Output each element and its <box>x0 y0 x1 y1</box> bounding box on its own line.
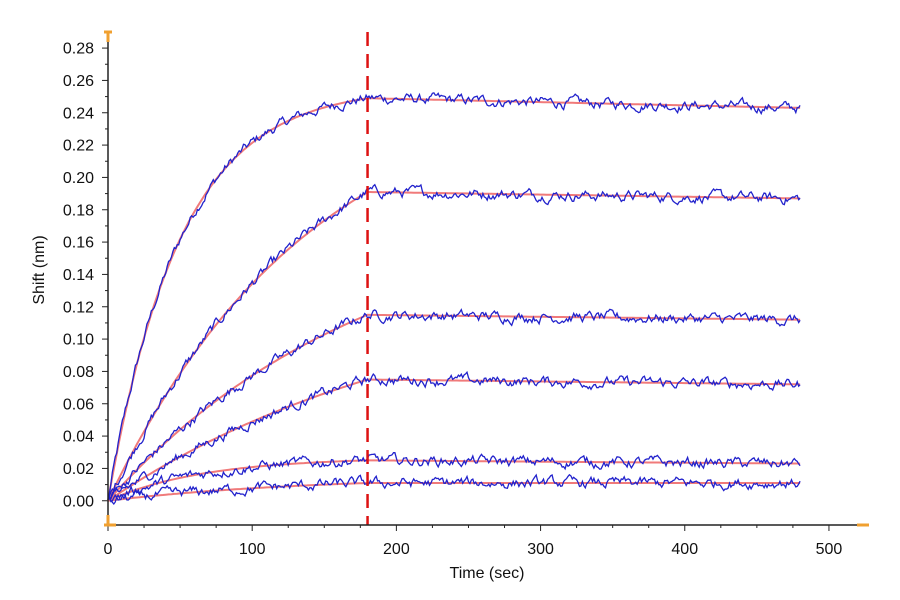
y-tick-label: 0.20 <box>63 170 94 187</box>
fit-curve <box>107 191 801 502</box>
data-trace <box>107 452 801 506</box>
y-tick-label: 0.06 <box>63 396 94 413</box>
y-tick-label: 0.14 <box>63 267 94 284</box>
y-tick-label: 0.24 <box>63 105 94 122</box>
y-tick-label: 0.00 <box>63 493 94 510</box>
y-tick-label: 0.26 <box>63 73 94 90</box>
axis-end-marks <box>104 30 869 527</box>
y-tick-label: 0.10 <box>63 332 94 349</box>
x-tick-label: 100 <box>239 541 266 558</box>
x-tick-label: 0 <box>104 541 113 558</box>
data-trace <box>107 370 801 501</box>
data-trace <box>107 92 801 500</box>
x-tick-label: 200 <box>383 541 410 558</box>
y-axis-ticks: 0.00 0.02 0.04 0.06 0.08 0.10 0.12 0.14 0.16 0.18… <box>63 41 108 510</box>
x-tick-label: 400 <box>671 541 698 558</box>
y-tick-label: 0.16 <box>63 235 94 252</box>
y-axis-title: Shift (nm) <box>31 235 48 304</box>
y-tick-label: 0.12 <box>63 299 94 316</box>
y-tick-label: 0.28 <box>63 41 94 58</box>
y-tick-label: 0.04 <box>63 429 94 446</box>
y-tick-label: 0.18 <box>63 202 94 219</box>
x-tick-label: 300 <box>527 541 554 558</box>
data-trace <box>107 183 801 499</box>
data-trace <box>107 308 801 500</box>
fit-curves <box>107 97 801 502</box>
x-tick-label: 500 <box>816 541 843 558</box>
y-tick-label: 0.08 <box>63 364 94 381</box>
y-tick-label: 0.02 <box>63 461 94 478</box>
data-curves <box>107 92 801 506</box>
x-axis-title: Time (sec) <box>450 565 525 582</box>
data-trace <box>107 473 801 503</box>
fit-curve <box>107 378 801 502</box>
x-axis-ticks: 0 100 200 300 400 500 <box>104 525 843 558</box>
y-tick-label: 0.22 <box>63 138 94 155</box>
